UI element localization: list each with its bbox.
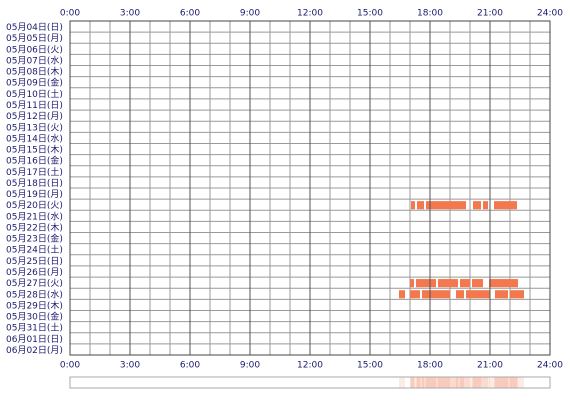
row-label: 05月30日(金) — [6, 311, 63, 323]
activity-segment — [416, 279, 436, 288]
activity-segment — [460, 279, 470, 288]
x-tick-label-bottom: 0:00 — [60, 361, 80, 371]
summary-segment — [417, 377, 424, 388]
x-tick-label-top: 15:00 — [357, 9, 383, 19]
row-label: 05月17日(土) — [6, 166, 63, 178]
row-label: 05月28日(水) — [6, 288, 63, 300]
row-label: 05月20日(火) — [6, 200, 63, 211]
activity-segment — [399, 290, 405, 299]
activity-segment — [483, 201, 488, 210]
summary-segment — [494, 377, 517, 388]
summary-segment — [456, 377, 464, 388]
x-tick-label-bottom: 6:00 — [180, 361, 200, 371]
row-label: 05月23日(金) — [6, 233, 63, 245]
summary-segment — [466, 377, 490, 388]
x-tick-label-bottom: 24:00 — [537, 361, 563, 371]
x-tick-label-top: 24:00 — [537, 9, 563, 19]
row-label: 05月26日(月) — [6, 267, 63, 278]
activity-segment — [472, 279, 483, 288]
row-label: 05月16日(金) — [6, 155, 63, 167]
activity-segment — [473, 201, 481, 210]
row-label: 05月13日(火) — [6, 122, 63, 133]
activity-segment — [489, 279, 518, 288]
row-label: 05月15日(木) — [6, 144, 63, 156]
summary-segment — [438, 377, 458, 388]
row-label: 05月31日(土) — [6, 322, 63, 334]
activity-segment — [456, 290, 464, 299]
row-label: 05月08日(木) — [6, 66, 63, 78]
row-label: 05月29日(木) — [6, 299, 63, 311]
activity-segment — [417, 201, 424, 210]
row-label: 05月07日(水) — [6, 54, 63, 66]
x-tick-label-top: 18:00 — [417, 9, 443, 19]
row-label: 05月21日(水) — [6, 210, 63, 222]
row-label: 05月12日(月) — [6, 111, 63, 122]
x-tick-label-top: 6:00 — [180, 9, 200, 19]
summary-segment — [489, 377, 518, 388]
summary-segment — [472, 377, 483, 388]
plot-border — [69, 20, 551, 356]
activity-segment — [410, 290, 420, 299]
summary-segment — [422, 377, 450, 388]
x-tick-label-top: 9:00 — [240, 9, 260, 19]
summary-segment — [416, 377, 436, 388]
x-tick-label-bottom: 9:00 — [240, 361, 260, 371]
row-label: 05月14日(水) — [6, 132, 63, 144]
summary-segment — [411, 377, 415, 388]
summary-segment — [483, 377, 488, 388]
row-label: 06月01日(日) — [6, 334, 63, 345]
x-tick-label-bottom: 3:00 — [120, 361, 140, 371]
activity-segment — [495, 290, 508, 299]
x-tick-label-top: 21:00 — [477, 9, 503, 19]
row-label: 05月19日(月) — [6, 189, 63, 200]
x-tick-label-bottom: 18:00 — [417, 361, 443, 371]
x-tick-label-bottom: 15:00 — [357, 361, 383, 371]
row-label: 05月27日(火) — [6, 278, 63, 289]
row-label: 05月04日(日) — [6, 22, 63, 33]
row-label: 05月18日(日) — [6, 178, 63, 189]
summary-segment — [426, 377, 466, 388]
x-tick-label-bottom: 21:00 — [477, 361, 503, 371]
activity-segment — [410, 279, 414, 288]
x-tick-label-top: 12:00 — [297, 9, 323, 19]
summary-segment — [399, 377, 405, 388]
activity-segment — [494, 201, 517, 210]
row-label: 06月02日(月) — [6, 345, 63, 356]
summary-border — [69, 376, 551, 389]
row-label: 05月05日(月) — [6, 33, 63, 44]
activity-segment — [438, 279, 458, 288]
activity-segment — [426, 201, 466, 210]
x-tick-label-top: 3:00 — [120, 9, 140, 19]
summary-segment — [410, 377, 420, 388]
activity-segment — [411, 201, 415, 210]
summary-segment — [495, 377, 508, 388]
x-tick-label-top: 0:00 — [60, 9, 80, 19]
summary-segment — [510, 377, 524, 388]
activity-segment — [510, 290, 524, 299]
summary-segment — [460, 377, 470, 388]
summary-segment — [473, 377, 481, 388]
x-tick-label-bottom: 12:00 — [297, 361, 323, 371]
row-label: 05月09日(金) — [6, 77, 63, 89]
row-label: 05月06日(火) — [6, 44, 63, 55]
activity-segment — [422, 290, 450, 299]
row-label: 05月24日(土) — [6, 244, 63, 256]
row-label: 05月22日(木) — [6, 221, 63, 233]
row-label: 05月10日(土) — [6, 88, 63, 100]
row-label: 05月11日(日) — [6, 100, 63, 111]
summary-segment — [410, 377, 414, 388]
activity-segment — [466, 290, 490, 299]
row-label: 05月25日(日) — [6, 256, 63, 267]
